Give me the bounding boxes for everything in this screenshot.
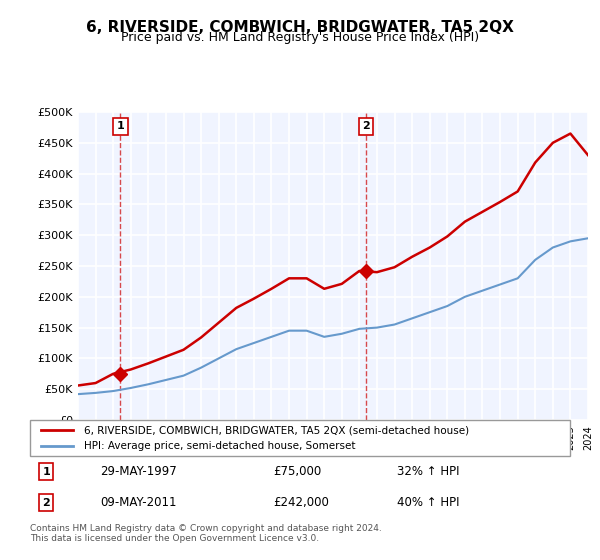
Text: 2: 2: [43, 498, 50, 507]
Text: HPI: Average price, semi-detached house, Somerset: HPI: Average price, semi-detached house,…: [84, 441, 355, 451]
Text: 29-MAY-1997: 29-MAY-1997: [100, 465, 177, 478]
Text: 1: 1: [116, 122, 124, 131]
Text: 1: 1: [43, 467, 50, 477]
Text: £75,000: £75,000: [273, 465, 321, 478]
Text: 32% ↑ HPI: 32% ↑ HPI: [397, 465, 460, 478]
Text: 40% ↑ HPI: 40% ↑ HPI: [397, 496, 460, 509]
Text: 6, RIVERSIDE, COMBWICH, BRIDGWATER, TA5 2QX (semi-detached house): 6, RIVERSIDE, COMBWICH, BRIDGWATER, TA5 …: [84, 425, 469, 435]
Text: £242,000: £242,000: [273, 496, 329, 509]
Text: 6, RIVERSIDE, COMBWICH, BRIDGWATER, TA5 2QX: 6, RIVERSIDE, COMBWICH, BRIDGWATER, TA5 …: [86, 20, 514, 35]
Text: Price paid vs. HM Land Registry's House Price Index (HPI): Price paid vs. HM Land Registry's House …: [121, 31, 479, 44]
Text: Contains HM Land Registry data © Crown copyright and database right 2024.
This d: Contains HM Land Registry data © Crown c…: [30, 524, 382, 543]
Text: 09-MAY-2011: 09-MAY-2011: [100, 496, 176, 509]
FancyBboxPatch shape: [30, 420, 570, 456]
Text: 2: 2: [362, 122, 370, 131]
